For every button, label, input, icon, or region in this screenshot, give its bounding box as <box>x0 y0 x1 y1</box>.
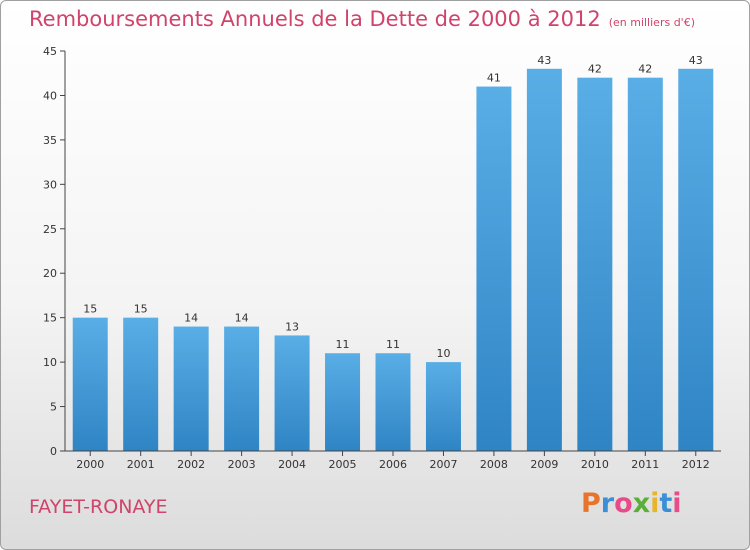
data-label-2004: 13 <box>285 320 299 333</box>
x-tick-label-2009: 2009 <box>530 458 558 471</box>
bar-2008 <box>476 86 512 452</box>
logo-letter: i <box>672 488 682 519</box>
bar-2007 <box>425 362 461 451</box>
y-tick-label-45: 45 <box>43 45 57 58</box>
y-tick-label-20: 20 <box>43 267 57 280</box>
bar-2011 <box>627 77 663 452</box>
bar-2000 <box>72 317 108 451</box>
x-tick-label-2006: 2006 <box>379 458 407 471</box>
y-tick-label-5: 5 <box>50 401 57 414</box>
logo-letter: r <box>600 488 615 519</box>
x-tick-label-2003: 2003 <box>228 458 256 471</box>
data-label-2011: 42 <box>638 63 652 76</box>
bar-2003 <box>224 326 260 451</box>
y-tick-label-25: 25 <box>43 223 57 236</box>
logo-letter: P <box>581 488 601 519</box>
title-text: Remboursements Annuels de la Dette de 20… <box>29 7 601 31</box>
x-tick-label-2011: 2011 <box>631 458 659 471</box>
bar-2006 <box>375 353 411 451</box>
y-tick-label-15: 15 <box>43 312 57 325</box>
x-tick-label-2002: 2002 <box>177 458 205 471</box>
bar-2012 <box>678 68 714 452</box>
data-label-2003: 14 <box>235 312 249 325</box>
x-tick-label-2005: 2005 <box>329 458 357 471</box>
y-tick-label-0: 0 <box>50 445 57 458</box>
proxiti-logo: Proxiti <box>581 488 682 519</box>
bar-2009 <box>526 68 562 452</box>
logo-letter: t <box>659 488 673 519</box>
bar-2005 <box>325 353 361 451</box>
chart-title: Remboursements Annuels de la Dette de 20… <box>29 7 695 31</box>
bar-2001 <box>123 317 159 451</box>
x-tick-label-2001: 2001 <box>127 458 155 471</box>
data-label-2000: 15 <box>83 303 97 316</box>
x-tick-label-2004: 2004 <box>278 458 306 471</box>
logo-letter: x <box>632 488 651 519</box>
data-label-2006: 11 <box>386 338 400 351</box>
data-label-2010: 42 <box>588 63 602 76</box>
data-label-2007: 10 <box>436 347 450 360</box>
y-tick-label-40: 40 <box>43 89 57 102</box>
data-label-2005: 11 <box>336 338 350 351</box>
location-name: FAYET-RONAYE <box>29 496 168 518</box>
data-label-2009: 43 <box>537 54 551 67</box>
logo-letter: o <box>614 488 633 519</box>
x-tick-label-2007: 2007 <box>429 458 457 471</box>
y-tick-label-10: 10 <box>43 356 57 369</box>
bar-2002 <box>173 326 209 451</box>
x-tick-label-2012: 2012 <box>682 458 710 471</box>
x-tick-label-2000: 2000 <box>76 458 104 471</box>
unit-label: (en milliers d'€) <box>608 16 695 29</box>
x-tick-label-2008: 2008 <box>480 458 508 471</box>
data-label-2012: 43 <box>689 54 703 67</box>
bar-2004 <box>274 335 310 451</box>
logo-letter: i <box>650 488 660 519</box>
y-tick-label-30: 30 <box>43 178 57 191</box>
x-tick-label-2010: 2010 <box>581 458 609 471</box>
y-tick-label-35: 35 <box>43 134 57 147</box>
data-label-2002: 14 <box>184 312 198 325</box>
bar-2010 <box>577 77 613 452</box>
data-label-2008: 41 <box>487 72 501 85</box>
data-label-2001: 15 <box>134 303 148 316</box>
